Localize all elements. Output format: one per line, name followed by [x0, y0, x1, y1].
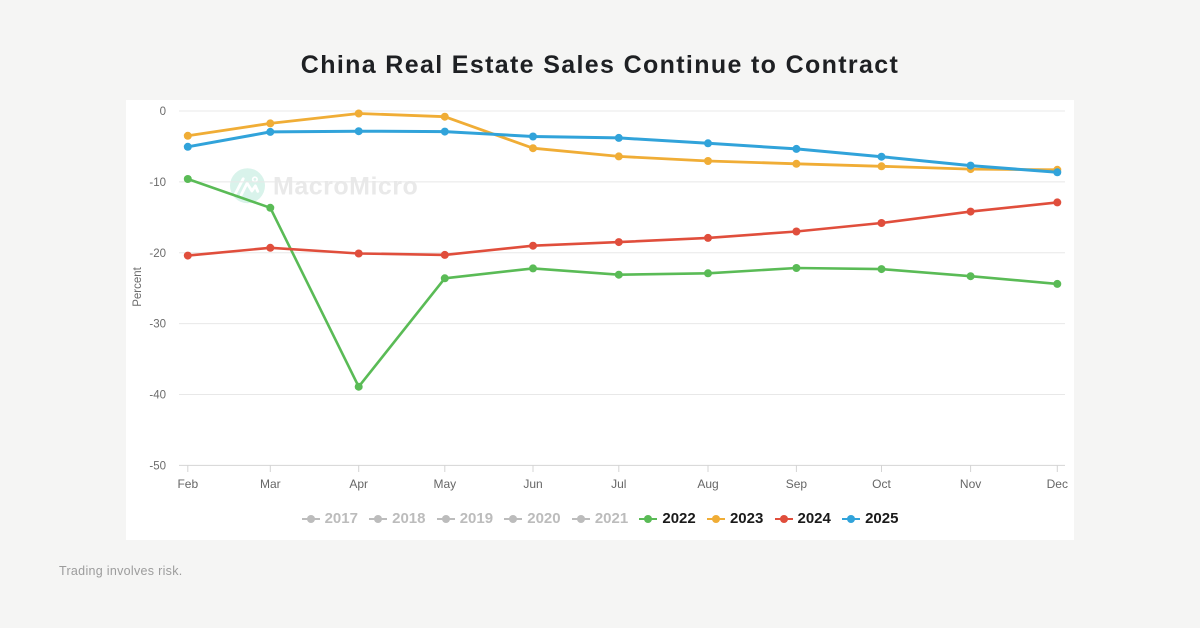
svg-text:Oct: Oct: [872, 477, 891, 491]
svg-text:Jun: Jun: [523, 477, 542, 491]
svg-text:Dec: Dec: [1047, 477, 1068, 491]
svg-text:Nov: Nov: [960, 477, 981, 491]
svg-text:Mar: Mar: [260, 477, 281, 491]
svg-text:MacroMicro: MacroMicro: [273, 173, 418, 201]
svg-text:May: May: [433, 477, 456, 491]
svg-text:-20: -20: [149, 248, 166, 260]
svg-text:Jul: Jul: [611, 477, 626, 491]
svg-text:Feb: Feb: [177, 477, 198, 491]
svg-text:Apr: Apr: [349, 477, 368, 491]
svg-text:-50: -50: [149, 460, 166, 472]
svg-text:-30: -30: [149, 319, 166, 331]
svg-text:-40: -40: [149, 390, 166, 402]
svg-text:Percent: Percent: [132, 266, 144, 306]
svg-text:Aug: Aug: [697, 477, 718, 491]
svg-text:Sep: Sep: [786, 477, 808, 491]
svg-text:-10: -10: [149, 177, 166, 189]
svg-text:0: 0: [160, 106, 166, 118]
